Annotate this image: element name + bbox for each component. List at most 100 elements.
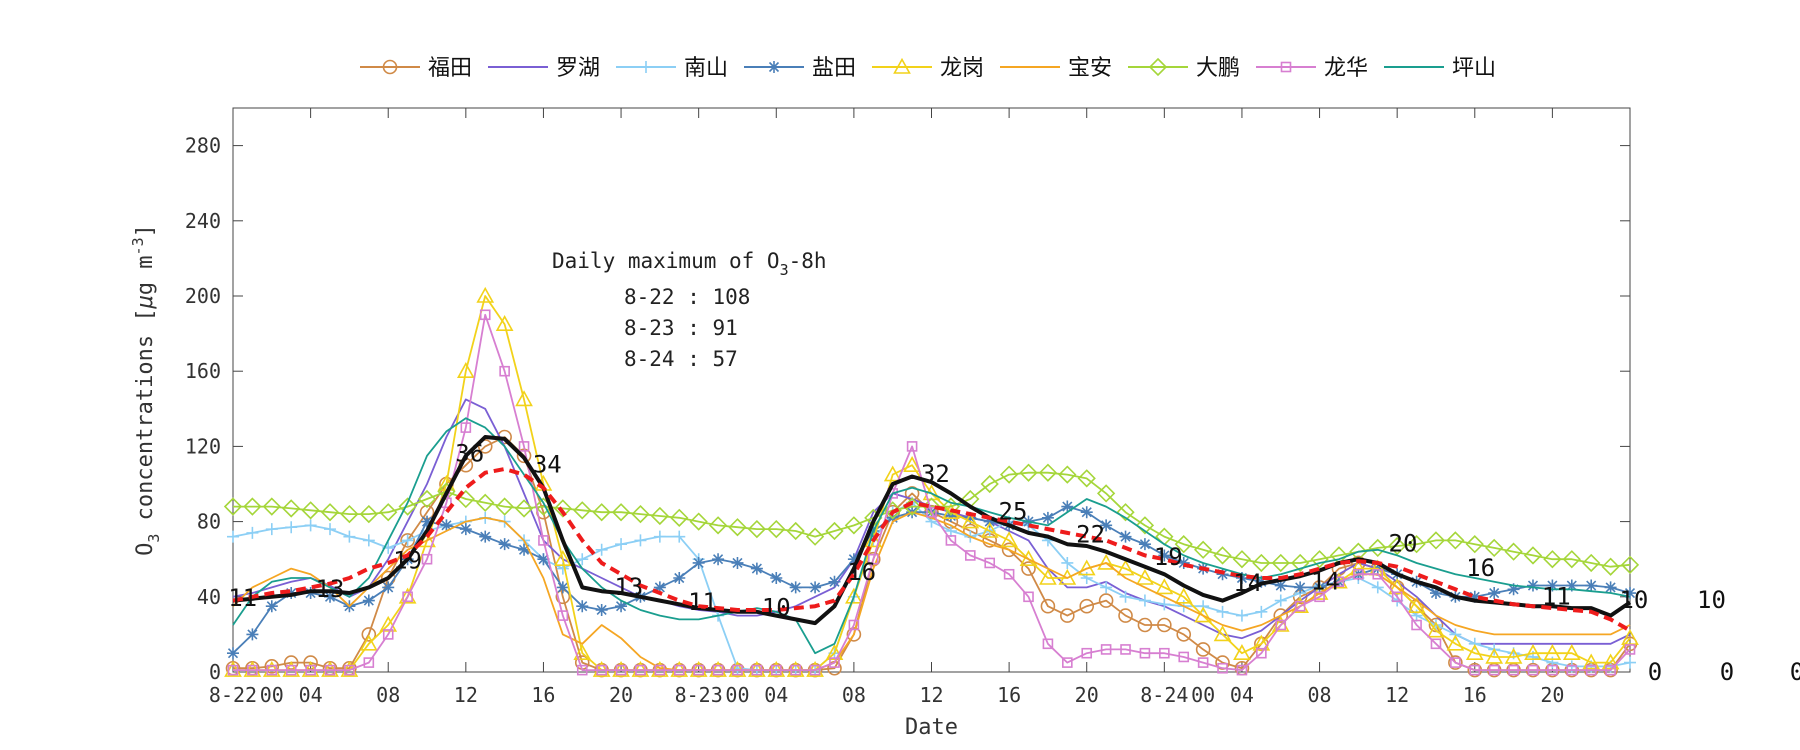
series-marker-plus <box>1449 628 1462 641</box>
series-marker-circle <box>264 659 280 674</box>
series-marker-plus <box>1371 581 1384 594</box>
series-marker-star <box>789 581 802 594</box>
series-marker-triangle <box>553 550 572 567</box>
annotation-line: 8-22 : 108 <box>624 285 750 309</box>
legend-item: 南山 <box>616 56 728 81</box>
series-marker-plus <box>246 526 259 539</box>
series-marker-star <box>324 590 337 603</box>
y-axis-title: O3 concentrations [μg m-3] <box>129 224 163 556</box>
series-marker-star <box>1565 579 1578 592</box>
series-marker-diamond <box>223 497 243 516</box>
point-label: 11 <box>228 584 257 612</box>
series-marker-star <box>498 538 511 551</box>
point-label: 25 <box>999 498 1028 526</box>
series-marker-diamond <box>1038 463 1058 482</box>
y-tick-label: 40 <box>197 585 221 609</box>
series-marker-square <box>693 664 704 676</box>
series-marker-triangle <box>1388 578 1407 595</box>
series-marker-plus <box>1119 590 1132 603</box>
series-marker-square <box>227 664 239 676</box>
series-marker-square <box>557 610 569 621</box>
series-marker-star <box>265 600 278 613</box>
x-tick-label: 16 <box>997 683 1021 707</box>
series-marker-square <box>1450 657 1461 668</box>
series-marker-square <box>1139 647 1151 659</box>
series-marker-star <box>576 600 589 613</box>
legend-label: 南山 <box>684 56 728 81</box>
series-marker-square <box>635 664 646 676</box>
series-marker-diamond <box>553 499 572 518</box>
series-marker-star <box>246 628 259 641</box>
series-marker-star <box>1138 538 1151 551</box>
y-tick-label: 200 <box>185 284 221 308</box>
series-marker-square <box>965 550 976 561</box>
series-marker-circle <box>1040 598 1056 614</box>
series-marker-plus <box>1274 594 1287 607</box>
series-marker-triangle <box>883 465 902 482</box>
series-marker-square <box>1217 662 1228 674</box>
series-marker-star <box>1235 572 1248 584</box>
series-marker-triangle <box>1427 621 1445 638</box>
series-marker-square <box>1372 568 1384 580</box>
series-marker-square <box>1023 591 1034 603</box>
series-marker-diamond <box>1601 557 1620 576</box>
series-marker-square <box>1081 647 1093 659</box>
series-marker-square <box>790 664 801 676</box>
x-axis-title: Date <box>905 715 958 740</box>
series-marker-diamond <box>1116 503 1135 522</box>
series-marker-plus <box>615 538 628 551</box>
series-marker-diamond <box>650 506 669 526</box>
point-label: 20 <box>1389 530 1418 558</box>
series-marker-square <box>1391 591 1403 603</box>
series-marker-diamond <box>340 504 359 524</box>
series-marker-square <box>266 664 278 676</box>
series-marker-diamond <box>417 489 437 509</box>
x-tick-label: 16 <box>531 683 555 707</box>
point-label: 10 <box>1619 586 1648 614</box>
series-marker-star <box>809 581 822 594</box>
series-marker-diamond <box>1465 535 1484 554</box>
series-marker-diamond <box>398 497 417 516</box>
series-marker-diamond <box>1174 535 1193 554</box>
legend: 福田 罗湖 南山 盐田 龙岗 宝安 大鹏 龙华 坪山 <box>360 56 1496 81</box>
series-marker-diamond <box>728 518 747 537</box>
series-marker-diamond <box>1194 540 1213 559</box>
series-marker-diamond <box>514 499 534 518</box>
series-marker-diamond <box>1446 531 1465 550</box>
series-marker-square <box>1488 664 1500 676</box>
series-marker-triangle <box>845 587 863 604</box>
series-marker-circle <box>1001 542 1017 558</box>
series-marker-square <box>1120 644 1131 655</box>
series-marker-circle <box>1021 561 1036 576</box>
x-tick-label: 20 <box>609 683 633 707</box>
series-marker-diamond <box>767 519 786 539</box>
point-label: 11 <box>688 588 717 616</box>
x-tick-label: 8-24 <box>1140 683 1188 707</box>
y-tick-label: 0 <box>209 660 221 684</box>
series-marker-plus <box>343 530 356 543</box>
point-labels: 11 13 19 36 34 13 11 10 16 32 25 22 19 14 14 20 16 11 10 10 <box>228 439 1726 621</box>
series-marker-square <box>518 441 530 452</box>
series-marker-diamond <box>611 503 631 522</box>
series-marker-diamond <box>1562 550 1581 569</box>
series-line <box>232 435 1632 626</box>
series-marker-triangle <box>1252 634 1271 651</box>
series-marker-square <box>1547 664 1558 676</box>
series-marker-diamond <box>1271 553 1290 573</box>
series-marker-plus <box>1624 656 1636 669</box>
point-label: 14 <box>1233 569 1262 597</box>
y-tick-label: 240 <box>185 209 221 233</box>
series-marker-triangle <box>1213 625 1232 642</box>
legend-label: 坪山 <box>1452 56 1496 81</box>
series-marker-triangle <box>1407 597 1426 614</box>
legend-item: 大鹏 <box>1128 56 1240 81</box>
x-tick-label: 16 <box>1463 683 1487 707</box>
series-marker-triangle <box>1194 606 1212 623</box>
series-marker-square <box>809 664 821 676</box>
series-marker-plus <box>1255 605 1268 618</box>
series-marker-star <box>828 575 841 588</box>
series-marker-star <box>1061 500 1074 513</box>
series-marker-plus <box>1061 556 1074 569</box>
series-marker-triangle <box>456 362 475 379</box>
